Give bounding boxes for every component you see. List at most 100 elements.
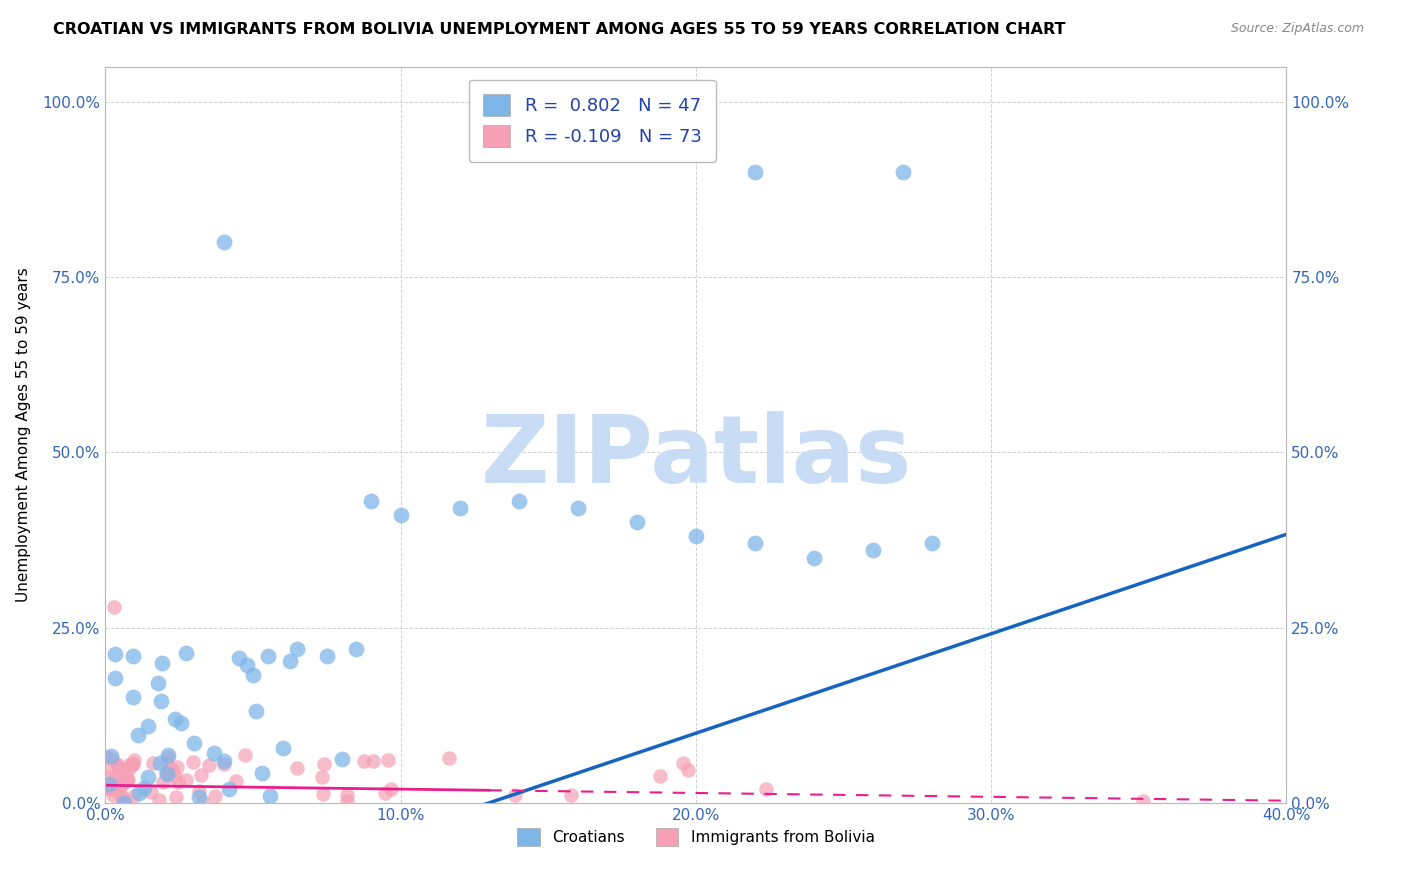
Point [107, 763, 129, 777]
Point [891, 165, 914, 179]
Point [363, 754, 385, 768]
Point [755, 782, 778, 797]
Point [152, 775, 174, 789]
Point [744, 536, 766, 550]
Point [170, 715, 193, 730]
Point [360, 494, 382, 508]
Point [278, 654, 301, 668]
Point [285, 760, 308, 774]
Point [228, 651, 250, 665]
Point [190, 767, 212, 781]
Point [136, 770, 159, 784]
Legend: Croatians, Immigrants from Bolivia: Croatians, Immigrants from Bolivia [509, 820, 883, 854]
Point [204, 789, 226, 804]
Point [174, 773, 197, 788]
Point [626, 516, 648, 530]
Point [117, 773, 139, 788]
Point [108, 778, 131, 792]
Point [104, 671, 127, 685]
Point [98, 761, 121, 775]
Point [104, 647, 127, 661]
Point [353, 755, 375, 769]
Point [156, 747, 179, 762]
Point [803, 550, 825, 565]
Point [271, 740, 294, 755]
Y-axis label: Unemployment Among Ages 55 to 59 years: Unemployment Among Ages 55 to 59 years [17, 268, 31, 602]
Point [110, 780, 132, 794]
Point [225, 774, 247, 789]
Point [862, 543, 884, 558]
Point [149, 693, 172, 707]
Point [336, 788, 359, 802]
Point [183, 736, 205, 750]
Point [156, 767, 179, 781]
Point [148, 793, 170, 807]
Point [166, 760, 188, 774]
Point [156, 766, 179, 780]
Point [121, 756, 143, 771]
Point [111, 772, 134, 787]
Point [110, 789, 132, 803]
Point [100, 748, 122, 763]
Point [101, 782, 124, 797]
Text: Source: ZipAtlas.com: Source: ZipAtlas.com [1230, 22, 1364, 36]
Point [198, 758, 221, 772]
Point [122, 690, 145, 705]
Point [212, 756, 235, 771]
Point [97, 780, 120, 795]
Point [155, 766, 177, 780]
Point [165, 711, 187, 725]
Point [149, 756, 172, 770]
Point [114, 773, 136, 788]
Point [181, 755, 204, 769]
Point [439, 751, 461, 765]
Point [676, 763, 699, 777]
Point [505, 788, 527, 802]
Point [142, 756, 165, 770]
Point [187, 784, 209, 798]
Point [374, 786, 396, 800]
Point [100, 752, 122, 766]
Point [103, 773, 125, 788]
Point [287, 641, 309, 656]
Point [346, 641, 368, 656]
Point [122, 753, 145, 767]
Point [96, 749, 118, 764]
Point [150, 656, 173, 670]
Point [105, 756, 128, 771]
Point [235, 747, 257, 762]
Point [315, 648, 337, 663]
Text: CROATIAN VS IMMIGRANTS FROM BOLIVIA UNEMPLOYMENT AMONG AGES 55 TO 59 YEARS CORRE: CROATIAN VS IMMIGRANTS FROM BOLIVIA UNEM… [53, 22, 1066, 37]
Point [311, 770, 333, 784]
Point [103, 788, 125, 802]
Point [312, 788, 335, 802]
Point [114, 792, 136, 806]
Point [377, 753, 399, 767]
Point [156, 749, 179, 764]
Point [115, 772, 138, 786]
Point [165, 769, 187, 783]
Point [160, 764, 183, 778]
Point [124, 789, 146, 803]
Point [336, 794, 359, 808]
Point [212, 754, 235, 768]
Point [389, 508, 412, 523]
Point [134, 780, 156, 795]
Point [146, 676, 169, 690]
Text: ZIPatlas: ZIPatlas [481, 411, 911, 503]
Point [127, 728, 149, 742]
Point [1132, 794, 1154, 808]
Point [245, 704, 267, 718]
Point [212, 235, 235, 249]
Point [685, 529, 707, 543]
Point [191, 796, 214, 810]
Point [112, 796, 135, 810]
Point [330, 752, 353, 766]
Point [121, 757, 143, 772]
Point [97, 780, 120, 795]
Point [108, 775, 131, 789]
Point [744, 165, 766, 179]
Point [156, 756, 179, 770]
Point [112, 794, 135, 808]
Point [187, 790, 209, 805]
